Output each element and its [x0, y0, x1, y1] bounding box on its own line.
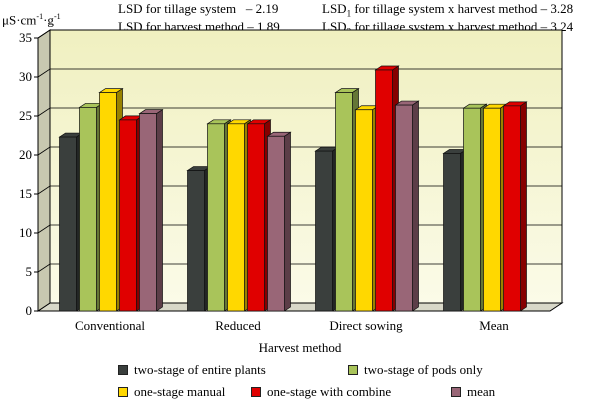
- bar: [482, 103, 508, 312]
- bar-side: [284, 131, 291, 312]
- legend-label: mean: [467, 384, 496, 399]
- y-tick-label: 20: [19, 147, 32, 162]
- legend-swatch: [118, 387, 128, 397]
- y-tick-label: 30: [19, 69, 32, 84]
- bar-front: [463, 107, 481, 312]
- legend-swatch: [348, 365, 358, 375]
- bar-side: [156, 109, 163, 312]
- bar-front: [443, 153, 461, 312]
- x-tick-label: Mean: [479, 318, 509, 333]
- bar-side: [412, 100, 419, 312]
- y-tick-labels: 0 5 10 15 20 25 30 35: [19, 30, 32, 318]
- lsd-tillage-note: LSD for tillage system – 2.19: [118, 1, 279, 16]
- legend-swatch: [251, 387, 261, 397]
- bar-front: [227, 123, 245, 312]
- y-tick-label: 0: [26, 303, 33, 318]
- bar: [138, 109, 164, 312]
- y-tick-label: 10: [19, 225, 32, 240]
- legend-swatch: [118, 365, 128, 375]
- bars: [58, 65, 528, 312]
- legend-item: one-stage with combine: [251, 384, 391, 400]
- bar-front: [335, 92, 353, 312]
- y-tick-label: 5: [26, 264, 33, 279]
- bar: [226, 119, 252, 312]
- bar-front: [355, 109, 373, 312]
- legend-label: two-stage of entire plants: [134, 362, 266, 377]
- bar: [314, 146, 340, 312]
- bar-front: [247, 123, 265, 312]
- legend-item: two-stage of pods only: [348, 362, 483, 378]
- legend-item: two-stage of entire plants: [118, 362, 266, 378]
- bar-front: [483, 107, 501, 312]
- legend-swatch: [451, 387, 461, 397]
- bar-side: [520, 101, 527, 312]
- y-tick-label: 15: [19, 186, 32, 201]
- bar: [462, 103, 488, 312]
- bar: [266, 131, 292, 312]
- bar: [98, 87, 124, 312]
- y-axis-unit-label: μS·cm-1·g-1: [2, 12, 61, 28]
- bar-front: [315, 150, 333, 312]
- bar-front: [375, 69, 393, 312]
- bar-front: [207, 123, 225, 312]
- bar-front: [119, 119, 137, 312]
- bar-front: [267, 135, 285, 312]
- bar-front: [79, 107, 97, 312]
- bar-front: [99, 92, 117, 312]
- y-tick-label: 35: [19, 30, 32, 45]
- bar: [394, 100, 420, 312]
- bar: [78, 102, 104, 312]
- bar: [354, 105, 380, 312]
- bar: [334, 87, 360, 312]
- bar: [246, 119, 272, 312]
- legend-label: one-stage with combine: [267, 384, 392, 399]
- side-wall: [37, 29, 51, 312]
- legend-item: mean: [451, 384, 495, 400]
- gridline: [37, 29, 562, 39]
- x-axis-title: Harvest method: [259, 340, 342, 355]
- legend-label: two-stage of pods only: [364, 362, 483, 377]
- bar: [206, 119, 232, 312]
- x-tick-label: Conventional: [75, 318, 145, 333]
- x-tick-label: Direct sowing: [329, 318, 403, 333]
- bar: [374, 65, 400, 312]
- bar: [502, 101, 528, 312]
- bar: [58, 132, 84, 312]
- bar-front: [187, 170, 205, 312]
- bar: [442, 148, 468, 312]
- bar: [186, 165, 212, 312]
- legend-item: one-stage manual: [118, 384, 225, 400]
- y-tick-label: 25: [19, 108, 32, 123]
- lsd1-interaction-note: LSD1 for tillage system x harvest method…: [322, 1, 574, 19]
- x-tick-label: Reduced: [215, 318, 261, 333]
- bar-front: [395, 104, 413, 312]
- bar: [118, 115, 144, 312]
- bar-front: [59, 136, 77, 312]
- x-tick-labels: Conventional Reduced Direct sowing Mean: [75, 318, 509, 333]
- bar-front: [503, 105, 521, 312]
- bar-front: [139, 113, 157, 312]
- legend-label: one-stage manual: [134, 384, 226, 399]
